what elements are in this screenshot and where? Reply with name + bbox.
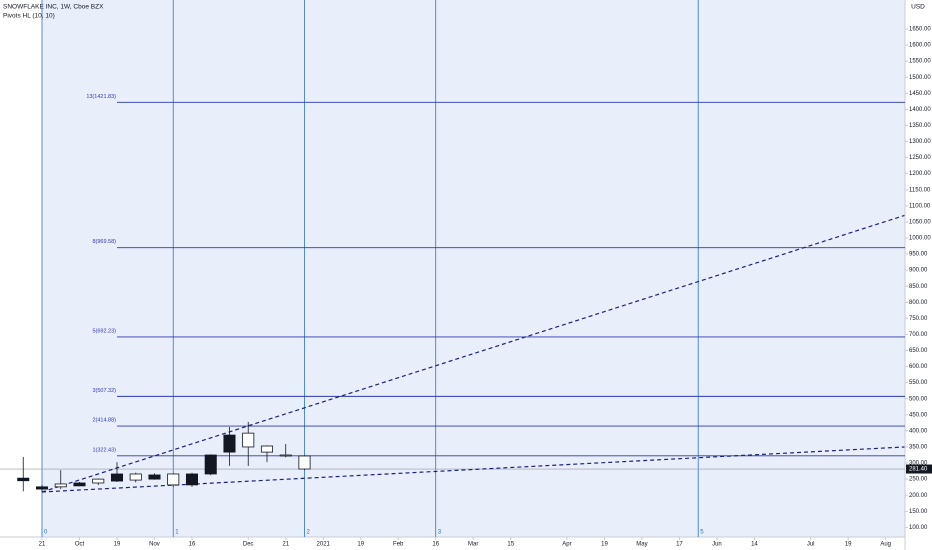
x-tick-label: 19 [357, 542, 364, 548]
level-label: 8(969.58) [92, 239, 116, 245]
y-tick-label: 850.00 [909, 284, 928, 290]
x-tick-label: Dec [243, 542, 254, 548]
indicator-label: Pivots HL (10, 10) [3, 13, 55, 20]
trend-line [41, 446, 905, 493]
x-tick-label: Nov [149, 542, 160, 548]
x-tick-label: Jul [807, 542, 815, 548]
x-tick-label: 2021 [317, 542, 331, 548]
trend-line [41, 214, 905, 493]
x-tick-label: May [636, 542, 647, 548]
candle-body [148, 474, 161, 480]
candle-body [204, 454, 217, 475]
y-tick-label: 350.00 [909, 445, 928, 451]
candle-body [110, 473, 124, 482]
x-tick-label: Mar [468, 542, 478, 548]
y-tick-label: 500.00 [909, 396, 928, 402]
candle-body [279, 454, 292, 457]
last-price-label: 281.40 [909, 467, 928, 473]
y-tick-label: 450.00 [909, 412, 928, 418]
x-tick-label: 17 [676, 542, 683, 548]
y-tick-label: 200.00 [909, 493, 928, 499]
candle-body [185, 473, 199, 486]
y-tick-label: 950.00 [909, 252, 928, 258]
y-tick-label: 1650.00 [909, 27, 931, 33]
y-tick-label: 550.00 [909, 380, 928, 386]
y-tick-label: 100.00 [909, 525, 928, 531]
y-tick-label: 700.00 [909, 332, 928, 338]
x-tick-label: Aug [880, 542, 891, 548]
x-tick-label: 21 [39, 542, 46, 548]
level-label: 2(414.88) [92, 418, 116, 424]
x-tick-label: 21 [282, 542, 289, 548]
time-zone-label: 3 [438, 530, 442, 536]
y-tick-label: 300.00 [909, 461, 928, 467]
y-tick-label: 400.00 [909, 428, 928, 434]
level-label: 5(692.23) [92, 328, 116, 334]
y-tick-label: 600.00 [909, 364, 928, 370]
candle-body [242, 432, 255, 448]
y-tick-label: 1500.00 [909, 75, 931, 81]
candle-body [73, 482, 86, 487]
candle-body [92, 478, 105, 484]
candle-body [35, 486, 49, 490]
x-tick-label: 19 [114, 542, 121, 548]
candle-body [17, 477, 30, 482]
level-label: 3(507.32) [92, 388, 116, 394]
y-tick-label: 150.00 [909, 509, 928, 515]
candle-body [223, 434, 236, 453]
time-zone-shading [42, 0, 905, 537]
y-tick-label: 1450.00 [909, 91, 931, 97]
y-tick-label: 900.00 [909, 268, 928, 274]
x-tick-label: Apr [562, 542, 571, 548]
time-zone-label: 2 [306, 530, 310, 536]
y-tick-label: 1400.00 [909, 107, 931, 113]
candle-body [54, 483, 67, 488]
candle-body [129, 473, 142, 481]
time-zone-label: 1 [175, 530, 179, 536]
x-tick-label: 16 [189, 542, 196, 548]
y-tick-label: 1200.00 [909, 171, 931, 177]
x-tick-label: 15 [507, 542, 514, 548]
last-price-box [906, 464, 932, 474]
y-tick-label: 1300.00 [909, 139, 931, 145]
level-label: 13(1421.83) [86, 94, 116, 100]
y-tick-label: 1150.00 [909, 187, 931, 193]
x-tick-label: 19 [601, 542, 608, 548]
currency-label: USD [911, 4, 925, 11]
y-tick-label: 1550.00 [909, 59, 931, 65]
y-tick-label: 1050.00 [909, 219, 931, 225]
x-tick-label: 19 [845, 542, 852, 548]
time-zone-label: 5 [700, 530, 704, 536]
x-tick-label: Oct [75, 542, 85, 548]
y-tick-label: 650.00 [909, 348, 928, 354]
candle-body [298, 455, 311, 470]
y-tick-label: 1350.00 [909, 123, 931, 129]
y-tick-label: 1250.00 [909, 155, 931, 161]
x-tick-label: 16 [432, 542, 439, 548]
candle-body [167, 473, 180, 486]
chart-title: SNOWFLAKE INC, 1W, Cboe BZX [3, 4, 104, 11]
y-tick-label: 1600.00 [909, 43, 931, 49]
candle-body [260, 445, 274, 453]
x-tick-label: 14 [751, 542, 758, 548]
y-tick-label: 1100.00 [909, 203, 931, 209]
y-tick-label: 250.00 [909, 477, 928, 483]
x-tick-label: Jun [712, 542, 722, 548]
level-label: 1(322.43) [92, 447, 116, 453]
time-zone-label: 0 [44, 530, 48, 536]
y-tick-label: 750.00 [909, 316, 928, 322]
y-tick-label: 1000.00 [909, 236, 931, 242]
y-tick-label: 800.00 [909, 300, 928, 306]
x-tick-label: Feb [393, 542, 404, 548]
